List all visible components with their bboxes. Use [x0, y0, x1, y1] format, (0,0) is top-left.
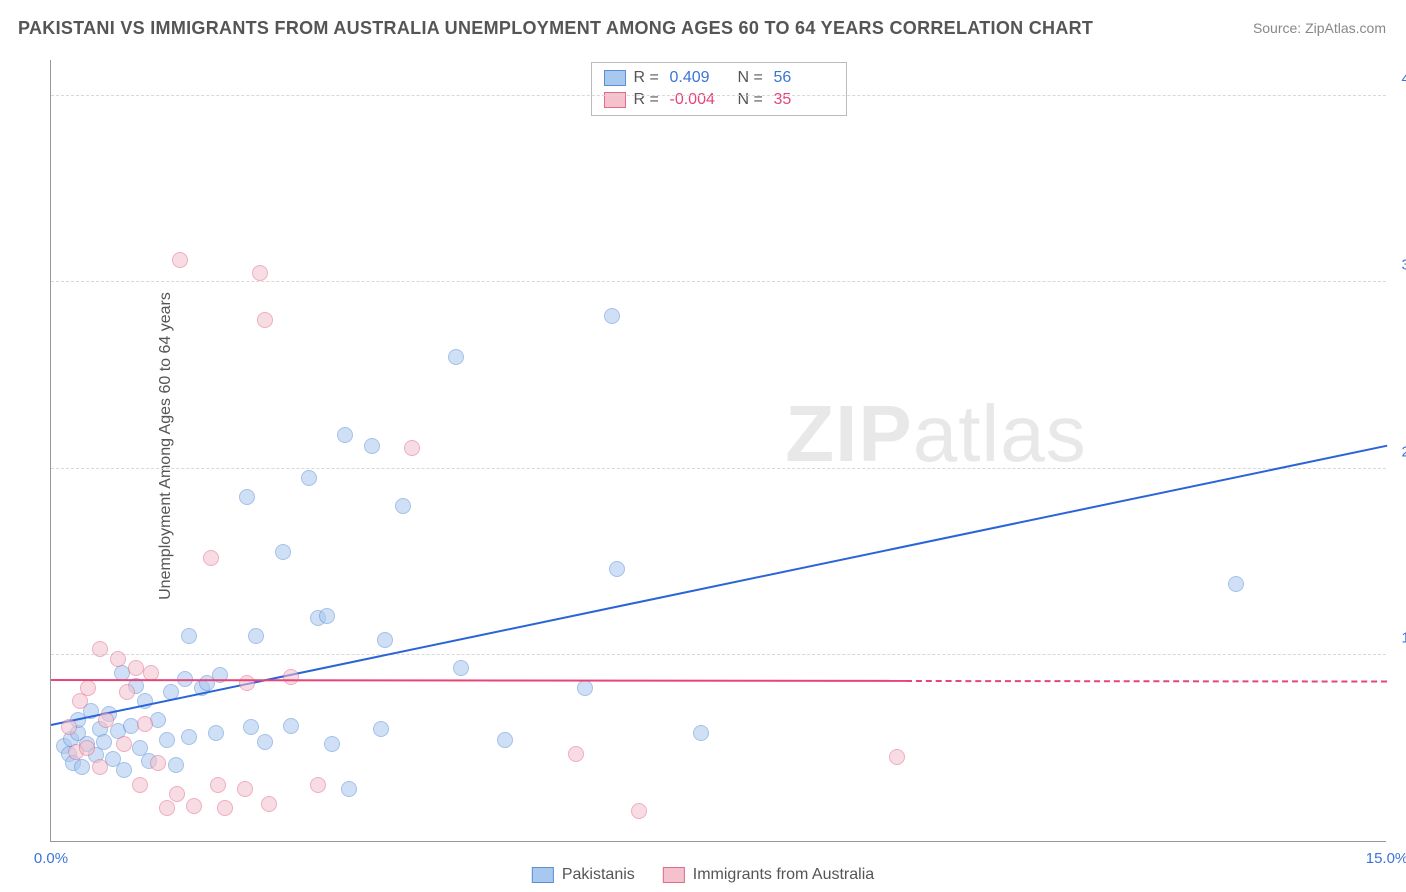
marker-pakistanis: [577, 680, 593, 696]
swatch-pakistanis: [532, 867, 554, 883]
marker-pakistanis: [239, 489, 255, 505]
marker-australia: [98, 712, 114, 728]
gridline: [51, 281, 1386, 282]
marker-australia: [80, 680, 96, 696]
marker-australia: [210, 777, 226, 793]
marker-australia: [159, 800, 175, 816]
marker-pakistanis: [448, 349, 464, 365]
marker-australia: [92, 759, 108, 775]
marker-pakistanis: [257, 734, 273, 750]
marker-pakistanis: [337, 427, 353, 443]
gridline: [51, 95, 1386, 96]
marker-australia: [172, 252, 188, 268]
legend-item-pakistanis: Pakistanis: [532, 866, 635, 884]
marker-australia: [186, 798, 202, 814]
y-tick-label: 10.0%: [1401, 629, 1406, 646]
marker-pakistanis: [96, 734, 112, 750]
stats-row-australia: R = -0.004 N = 35: [604, 89, 834, 111]
marker-australia: [568, 746, 584, 762]
x-tick-label: 15.0%: [1366, 850, 1406, 867]
marker-pakistanis: [1228, 576, 1244, 592]
stat-label-n: N =: [738, 69, 766, 87]
legend: Pakistanis Immigrants from Australia: [532, 866, 874, 884]
marker-pakistanis: [301, 470, 317, 486]
marker-pakistanis: [283, 718, 299, 734]
stat-label-r: R =: [634, 69, 662, 87]
y-tick-label: 30.0%: [1401, 257, 1406, 274]
trendline-dash-australia: [906, 680, 1387, 683]
marker-pakistanis: [497, 732, 513, 748]
marker-pakistanis: [364, 438, 380, 454]
watermark: ZIPatlas: [785, 388, 1086, 480]
stats-box: R = 0.409 N = 56 R = -0.004 N = 35: [591, 62, 847, 116]
marker-australia: [239, 675, 255, 691]
plot-area: ZIPatlas R =0.409N =56R =-0.004N =35 10.…: [50, 60, 1386, 842]
stats-row-pakistanis: R = 0.409 N = 56: [604, 67, 834, 89]
marker-pakistanis: [159, 732, 175, 748]
y-tick-label: 40.0%: [1401, 71, 1406, 88]
plot-container: ZIPatlas R =0.409N =56R =-0.004N =35 10.…: [50, 60, 1386, 842]
marker-australia: [119, 684, 135, 700]
legend-item-australia: Immigrants from Australia: [663, 866, 874, 884]
marker-pakistanis: [181, 628, 197, 644]
marker-pakistanis: [341, 781, 357, 797]
chart-title: PAKISTANI VS IMMIGRANTS FROM AUSTRALIA U…: [18, 18, 1093, 39]
stat-value-n: 56: [774, 69, 834, 87]
marker-australia: [79, 740, 95, 756]
marker-australia: [261, 796, 277, 812]
marker-pakistanis: [243, 719, 259, 735]
marker-pakistanis: [693, 725, 709, 741]
legend-label: Pakistanis: [562, 866, 635, 884]
marker-australia: [257, 312, 273, 328]
gridline: [51, 468, 1386, 469]
marker-australia: [237, 781, 253, 797]
marker-pakistanis: [373, 721, 389, 737]
gridline: [51, 654, 1386, 655]
marker-pakistanis: [116, 762, 132, 778]
marker-australia: [137, 716, 153, 732]
stat-label-r: R =: [634, 91, 662, 109]
swatch-pakistanis: [604, 70, 626, 86]
marker-australia: [92, 641, 108, 657]
marker-pakistanis: [453, 660, 469, 676]
marker-australia: [889, 749, 905, 765]
stat-value-r: 0.409: [670, 69, 730, 87]
marker-pakistanis: [319, 608, 335, 624]
marker-australia: [404, 440, 420, 456]
marker-pakistanis: [395, 498, 411, 514]
marker-australia: [217, 800, 233, 816]
x-tick-label: 0.0%: [34, 850, 68, 867]
legend-label: Immigrants from Australia: [693, 866, 874, 884]
stat-value-r: -0.004: [670, 91, 730, 109]
marker-pakistanis: [377, 632, 393, 648]
marker-australia: [283, 669, 299, 685]
y-tick-label: 20.0%: [1401, 443, 1406, 460]
marker-australia: [61, 719, 77, 735]
stat-label-n: N =: [738, 91, 766, 109]
marker-pakistanis: [181, 729, 197, 745]
marker-pakistanis: [208, 725, 224, 741]
marker-pakistanis: [168, 757, 184, 773]
marker-australia: [310, 777, 326, 793]
marker-pakistanis: [248, 628, 264, 644]
marker-australia: [132, 777, 148, 793]
marker-australia: [631, 803, 647, 819]
source-attribution: Source: ZipAtlas.com: [1253, 20, 1386, 36]
marker-pakistanis: [324, 736, 340, 752]
marker-pakistanis: [604, 308, 620, 324]
marker-australia: [128, 660, 144, 676]
marker-australia: [116, 736, 132, 752]
marker-australia: [203, 550, 219, 566]
marker-pakistanis: [609, 561, 625, 577]
marker-pakistanis: [275, 544, 291, 560]
marker-australia: [252, 265, 268, 281]
marker-australia: [110, 651, 126, 667]
marker-australia: [169, 786, 185, 802]
marker-pakistanis: [74, 759, 90, 775]
marker-australia: [150, 755, 166, 771]
swatch-australia: [663, 867, 685, 883]
stat-value-n: 35: [774, 91, 834, 109]
